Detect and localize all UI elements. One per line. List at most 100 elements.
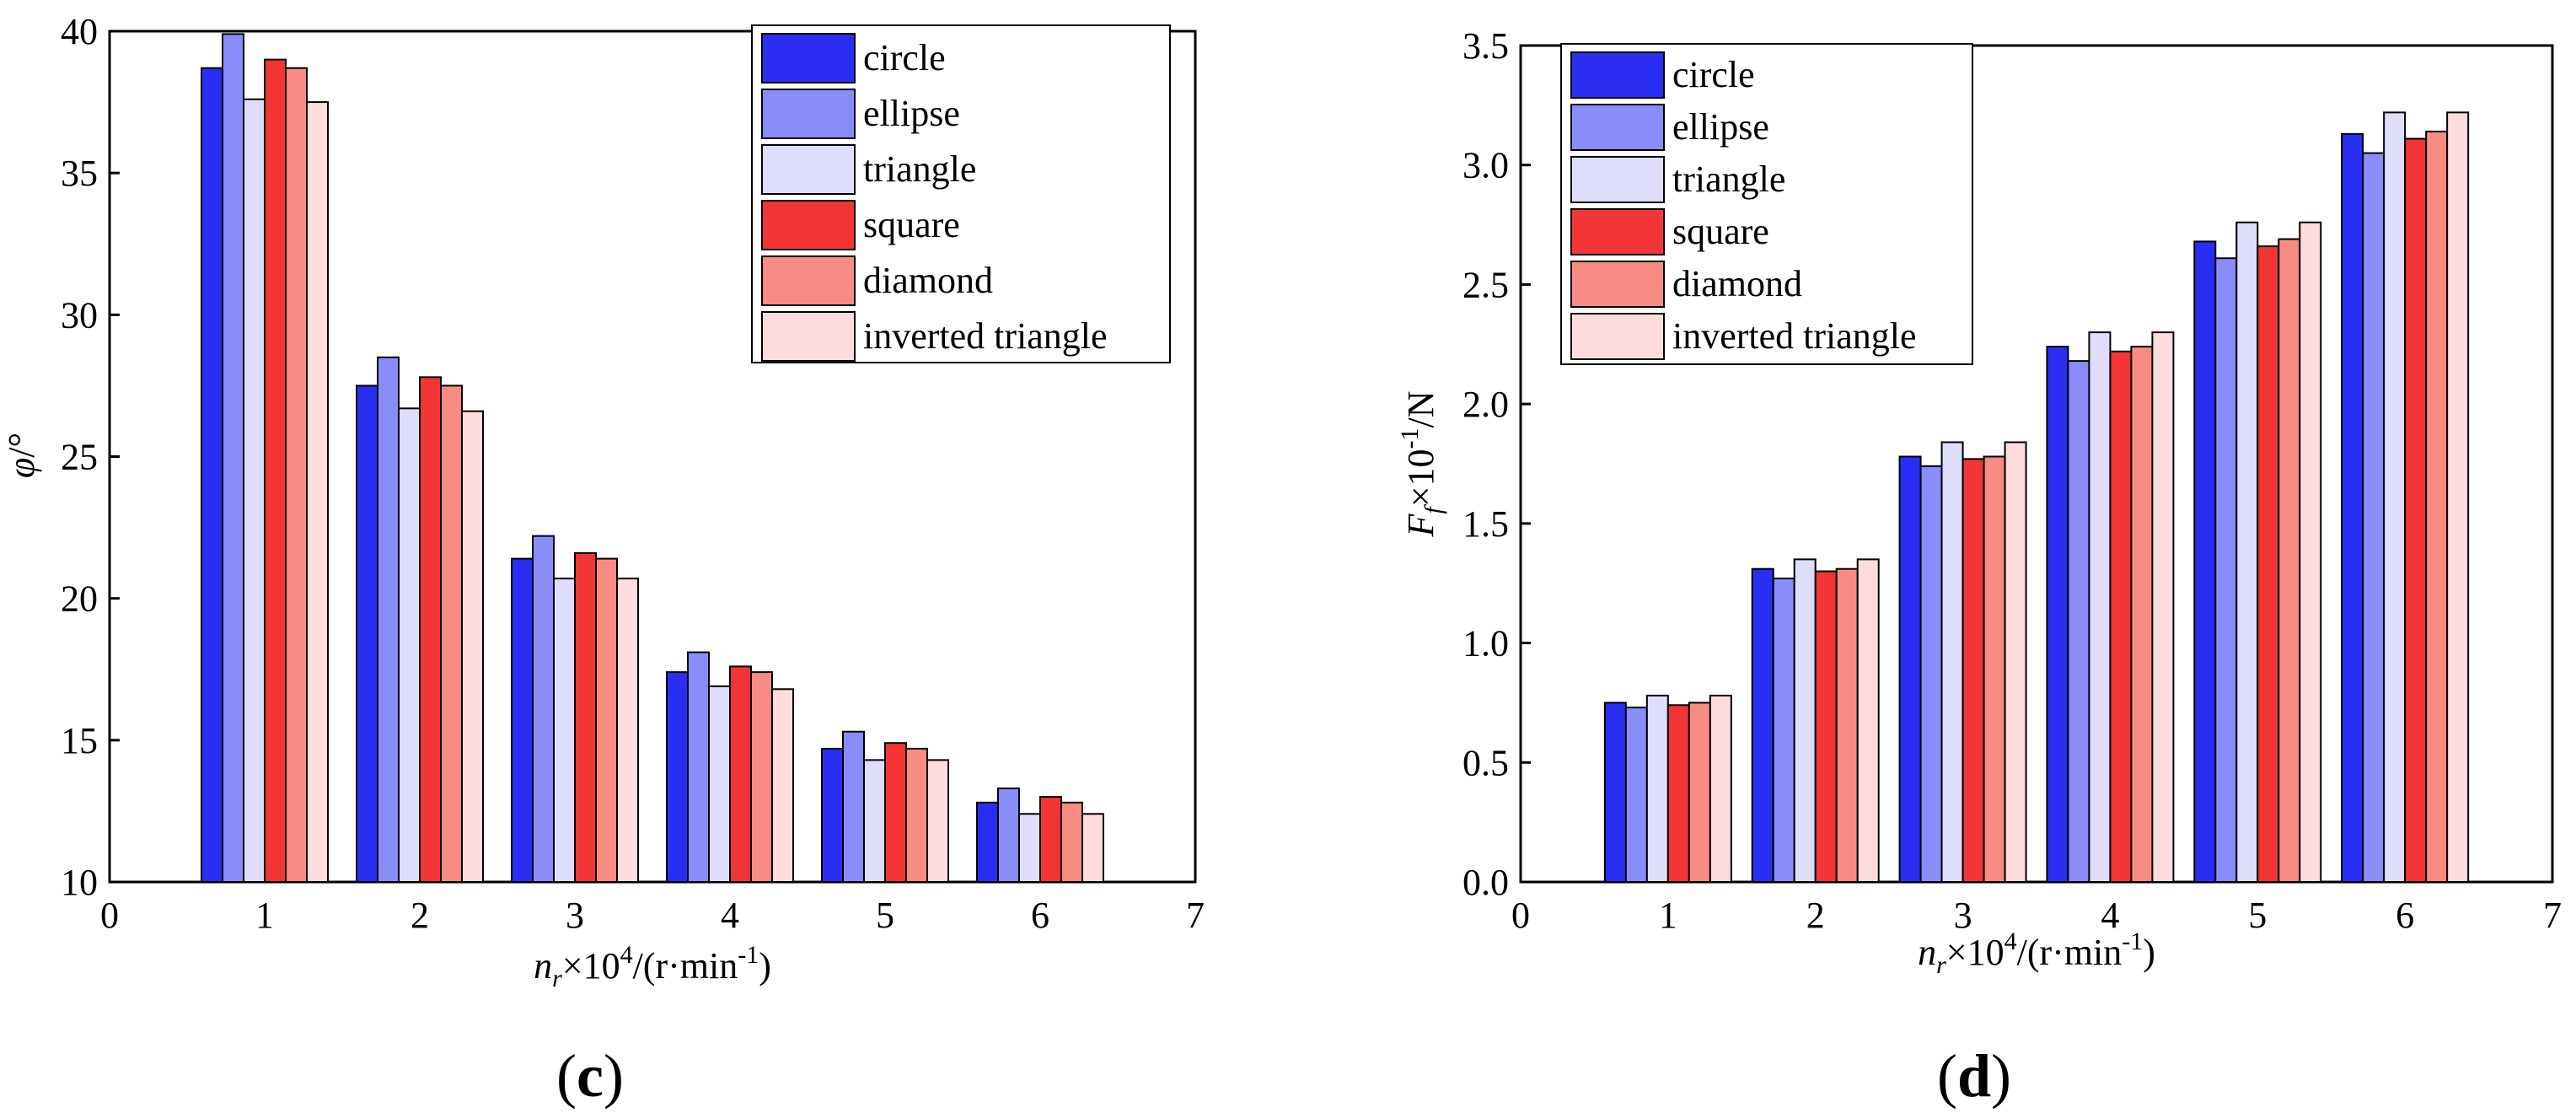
x-tick-label: 7 [1186,895,1205,936]
legend-swatch-square [761,200,856,250]
bar-triangle-1 [1645,694,1669,883]
bar-square-4 [2109,350,2133,883]
x-tick-label: 4 [721,895,739,936]
bar-triangle-5 [863,759,886,883]
bar-triangle-4 [708,685,731,883]
bar-triangle-5 [2235,221,2259,884]
bar-triangle-2 [1793,558,1817,883]
bar-inverted-triangle-6 [1081,813,1104,884]
bar-inverted-triangle-2 [1856,558,1880,883]
x-tick-label: 6 [2396,895,2414,936]
legend-swatch-circle [1570,51,1665,99]
legend-swatch-ellipse [761,89,856,139]
bar-circle-2 [356,384,378,883]
bar-triangle-6 [2383,111,2407,884]
legend-swatch-inverted-triangle [761,311,856,362]
legend-label-triangle: triangle [1672,159,1785,200]
y-axis-label: φ/° [1,433,42,478]
y-tick-label: 25 [61,437,98,478]
bar-diamond-3 [595,557,618,884]
bar-square-5 [884,742,907,883]
bar-circle-4 [666,671,689,884]
legend-label-triangle: triangle [863,148,976,190]
bar-square-5 [2257,245,2280,883]
y-tick-label: 3.5 [1462,25,1509,67]
bar-circle-4 [2046,346,2069,883]
legend-swatch-circle [761,33,856,83]
bar-diamond-4 [2130,346,2154,883]
legend-swatch-square [1570,208,1665,255]
y-tick-label: 20 [61,578,98,620]
x-tick-label: 1 [255,895,274,936]
bar-ellipse-4 [687,651,710,883]
bar-ellipse-5 [842,730,865,884]
bar-diamond-5 [2278,238,2301,883]
legend-label-diamond: diamond [863,260,993,301]
legend-swatch-ellipse [1570,104,1665,151]
bar-ellipse-1 [1624,707,1648,884]
legend-label-inverted-triangle: inverted triangle [1672,315,1917,357]
bar-square-2 [419,376,442,883]
bar-triangle-3 [553,578,576,884]
legend-swatch-triangle [1570,156,1665,203]
legend-swatch-inverted-triangle [1570,313,1665,360]
y-tick-label: 2.0 [1462,384,1509,425]
bar-diamond-2 [1835,567,1859,883]
bar-inverted-triangle-5 [926,759,949,883]
chart-c: 10 15 20 25 30 35 40 0 1 2 3 4 5 6 7 circle ellipse trian… [1,11,1205,1110]
y-tick-label: 0.5 [1462,742,1509,783]
bar-inverted-triangle-2 [461,410,484,884]
y-tick-label: 35 [61,153,98,194]
bar-square-4 [729,665,752,883]
bar-diamond-4 [750,671,773,884]
bar-ellipse-6 [2362,152,2385,884]
bar-circle-3 [1898,455,1922,883]
x-tick-label: 7 [2543,895,2562,936]
bar-inverted-triangle-3 [2004,441,2027,883]
bar-diamond-6 [2425,131,2449,883]
bar-circle-3 [511,557,534,884]
bar-square-6 [2404,137,2428,883]
y-tick-label: 1.0 [1462,623,1509,664]
bar-square-6 [1039,796,1062,883]
bar-inverted-triangle-1 [1709,694,1732,883]
bar-inverted-triangle-4 [2151,331,2175,884]
legend-label-square: square [1672,211,1769,252]
bar-inverted-triangle-6 [2446,111,2470,884]
bar-diamond-5 [905,747,928,883]
bar-ellipse-6 [997,788,1020,884]
bar-inverted-triangle-4 [771,688,794,883]
legend-label-ellipse: ellipse [863,93,960,134]
x-tick-label: 5 [2248,895,2267,936]
x-tick-label: 1 [1659,895,1677,936]
x-axis-label: nr×104/(r·min-1) [1918,928,2155,979]
bar-circle-1 [201,67,223,884]
bar-diamond-3 [1983,455,2006,883]
x-tick-label: 2 [1806,895,1825,936]
bar-square-3 [574,551,597,883]
y-tick-label: 40 [61,11,98,52]
bar-ellipse-3 [532,535,555,883]
x-tick-label: 3 [566,895,584,936]
bar-circle-1 [1603,702,1627,884]
legend-label-inverted-triangle: inverted triangle [863,315,1108,357]
bar-square-1 [264,58,287,883]
bar-ellipse-2 [1772,578,1795,883]
bar-square-2 [1814,570,1838,883]
legend: circle ellipse triangle square diamond invert… [751,24,1171,363]
bar-ellipse-3 [1919,465,1943,883]
x-axis-label: nr×104/(r·min-1) [534,941,771,992]
legend: circle ellipse triangle square diamond invert… [1560,43,1973,365]
bar-inverted-triangle-1 [306,101,329,884]
bar-inverted-triangle-5 [2299,221,2322,884]
x-tick-label: 5 [876,895,894,936]
y-tick-label: 15 [61,720,98,761]
x-tick-label: 0 [100,895,119,936]
bar-diamond-6 [1060,801,1083,883]
bar-triangle-4 [2088,331,2112,884]
bar-circle-6 [2341,132,2364,883]
bar-circle-6 [976,801,999,883]
bar-square-3 [1962,458,1985,883]
